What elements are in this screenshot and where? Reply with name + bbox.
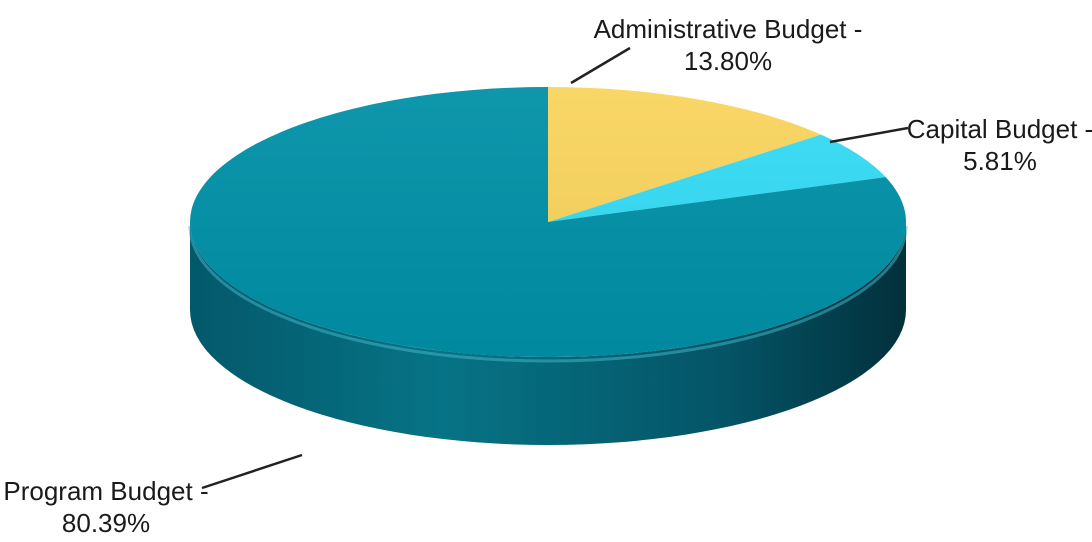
- leader-line-program: [201, 453, 303, 490]
- pie-top-sheen: [190, 87, 906, 357]
- leader-line-capital: [829, 126, 909, 144]
- label-capital-name: Capital Budget -: [907, 114, 1092, 144]
- pie-side-wall: [190, 222, 906, 445]
- label-administrative-value: 13.80%: [684, 46, 772, 76]
- pie-side-layer: [188, 222, 908, 445]
- label-program-name: Program Budget -: [3, 476, 208, 506]
- pie-top-layer: [190, 87, 906, 357]
- label-administrative-name: Administrative Budget -: [594, 14, 863, 44]
- label-program-value: 80.39%: [62, 508, 150, 537]
- leader-line-administrative: [570, 46, 631, 85]
- label-capital-value: 5.81%: [963, 146, 1037, 176]
- pie-rim-highlight: [188, 225, 908, 363]
